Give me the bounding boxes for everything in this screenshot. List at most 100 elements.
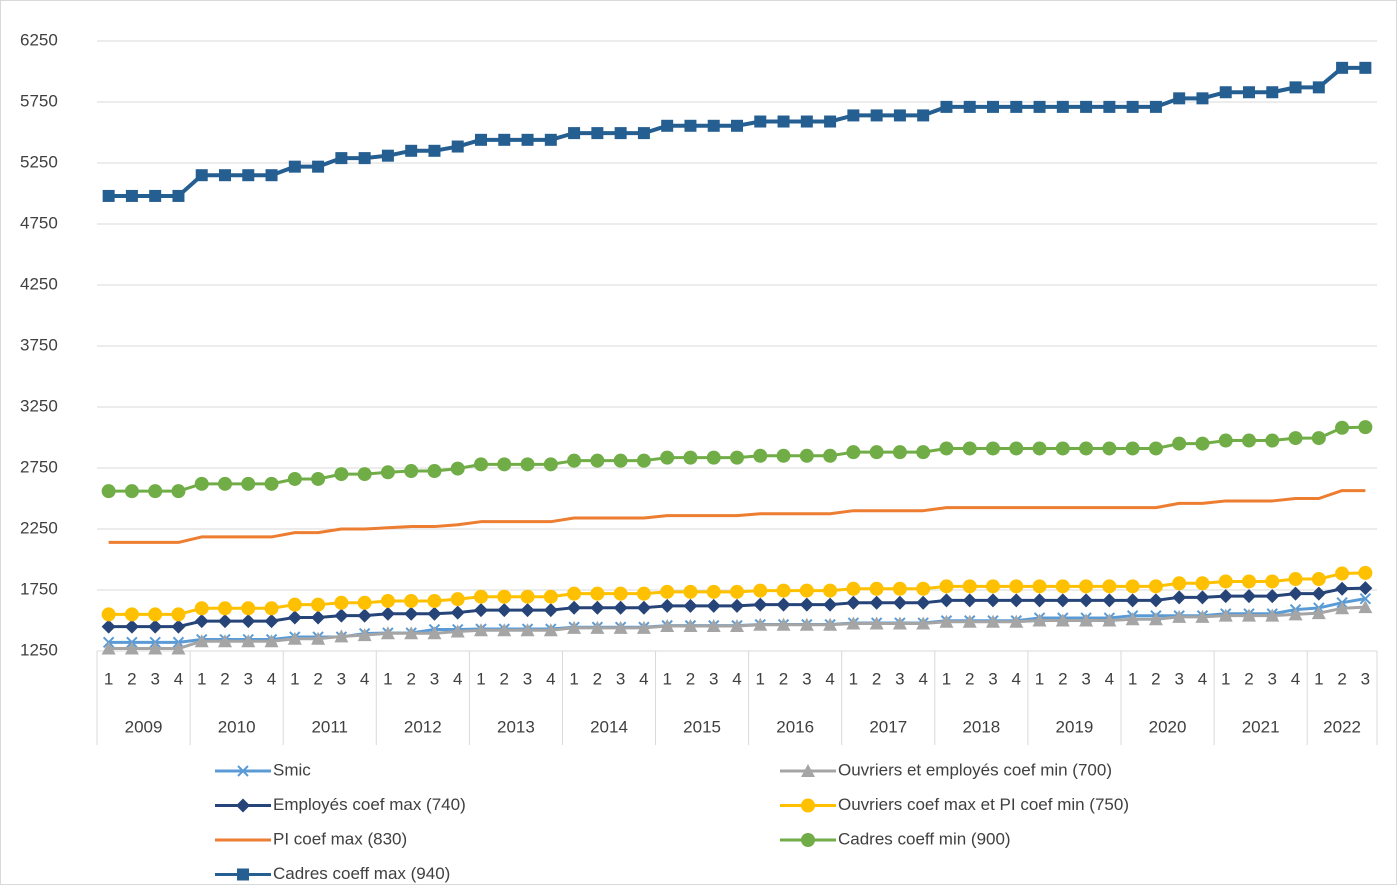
marker bbox=[1335, 581, 1350, 596]
marker bbox=[590, 620, 605, 634]
marker bbox=[405, 144, 418, 157]
marker bbox=[450, 624, 465, 638]
marker bbox=[939, 579, 954, 594]
marker bbox=[380, 465, 395, 480]
marker bbox=[242, 169, 255, 182]
marker bbox=[613, 586, 628, 601]
marker bbox=[801, 798, 815, 813]
marker bbox=[1055, 441, 1070, 456]
marker bbox=[287, 597, 302, 612]
marker bbox=[195, 169, 208, 182]
marker bbox=[1195, 576, 1210, 591]
x-tick-label: 2 bbox=[500, 669, 509, 688]
marker bbox=[543, 457, 558, 472]
legend-item: Cadres coeff max (940) bbox=[215, 864, 450, 883]
marker bbox=[1195, 436, 1210, 451]
marker bbox=[1243, 86, 1255, 99]
marker bbox=[101, 484, 116, 499]
marker bbox=[171, 484, 186, 499]
marker bbox=[380, 593, 395, 608]
marker bbox=[1126, 100, 1139, 113]
marker bbox=[1079, 441, 1094, 456]
marker bbox=[521, 133, 534, 146]
x-tick-label: 1 bbox=[104, 669, 113, 688]
marker bbox=[474, 603, 488, 618]
series bbox=[101, 600, 1373, 655]
marker bbox=[287, 610, 302, 625]
x-tick-label: 1 bbox=[662, 669, 671, 688]
marker bbox=[613, 620, 628, 634]
marker bbox=[237, 765, 249, 777]
marker bbox=[264, 614, 279, 629]
marker bbox=[706, 584, 721, 599]
marker bbox=[1196, 92, 1209, 105]
marker bbox=[776, 617, 791, 631]
marker bbox=[683, 584, 698, 599]
x-group-label: 2015 bbox=[683, 717, 721, 736]
marker bbox=[148, 619, 163, 634]
x-tick-label: 3 bbox=[802, 669, 811, 688]
x-tick-label: 3 bbox=[430, 669, 439, 688]
marker bbox=[287, 471, 302, 486]
marker bbox=[1079, 613, 1094, 627]
marker bbox=[427, 593, 442, 608]
marker bbox=[939, 593, 954, 608]
marker bbox=[357, 628, 372, 642]
x-tick-label: 2 bbox=[1058, 669, 1067, 688]
series bbox=[101, 420, 1373, 499]
y-tick-label: 4750 bbox=[20, 213, 58, 232]
marker bbox=[1359, 61, 1372, 74]
x-tick-label: 4 bbox=[1198, 669, 1207, 688]
marker bbox=[1009, 579, 1024, 594]
marker bbox=[661, 119, 674, 132]
y-tick-label: 1250 bbox=[20, 640, 58, 659]
marker bbox=[497, 623, 512, 637]
marker bbox=[1195, 609, 1210, 623]
legend-label: Ouvriers et employés coef min (700) bbox=[838, 760, 1112, 779]
x-group-label: 2013 bbox=[497, 717, 535, 736]
marker bbox=[753, 583, 768, 598]
x-group-label: 2009 bbox=[125, 717, 163, 736]
x-tick-label: 1 bbox=[1314, 669, 1323, 688]
marker bbox=[1359, 592, 1372, 605]
marker bbox=[823, 583, 838, 598]
marker bbox=[311, 471, 326, 486]
marker bbox=[1032, 593, 1047, 608]
marker bbox=[1055, 593, 1070, 608]
marker bbox=[730, 618, 744, 632]
marker bbox=[497, 589, 512, 604]
marker bbox=[987, 100, 999, 113]
y-tick-label: 5250 bbox=[20, 152, 58, 171]
marker bbox=[962, 579, 977, 594]
marker bbox=[124, 641, 139, 655]
marker bbox=[986, 579, 1000, 594]
marker bbox=[1242, 433, 1256, 448]
x-tick-label: 4 bbox=[546, 669, 555, 688]
marker bbox=[986, 593, 1000, 608]
x-tick-label: 3 bbox=[1268, 669, 1277, 688]
marker bbox=[404, 606, 419, 621]
x-group-label: 2011 bbox=[311, 717, 348, 736]
marker bbox=[335, 152, 348, 165]
marker bbox=[1125, 593, 1140, 608]
x-group-label: 2010 bbox=[218, 717, 256, 736]
marker bbox=[660, 618, 675, 632]
x-tick-label: 4 bbox=[267, 669, 276, 688]
marker bbox=[706, 618, 721, 632]
marker bbox=[892, 445, 907, 460]
x-tick-label: 3 bbox=[1174, 669, 1183, 688]
x-tick-label: 3 bbox=[1361, 669, 1370, 688]
marker bbox=[450, 605, 465, 620]
x-tick-label: 1 bbox=[197, 669, 206, 688]
x-tick-label: 3 bbox=[337, 669, 346, 688]
marker bbox=[334, 595, 349, 610]
marker bbox=[1009, 441, 1024, 456]
marker bbox=[940, 100, 953, 113]
x-tick-label: 2 bbox=[313, 669, 322, 688]
marker bbox=[264, 476, 279, 491]
marker bbox=[590, 586, 605, 601]
marker bbox=[1335, 566, 1350, 581]
marker bbox=[148, 607, 163, 622]
marker bbox=[357, 608, 372, 623]
